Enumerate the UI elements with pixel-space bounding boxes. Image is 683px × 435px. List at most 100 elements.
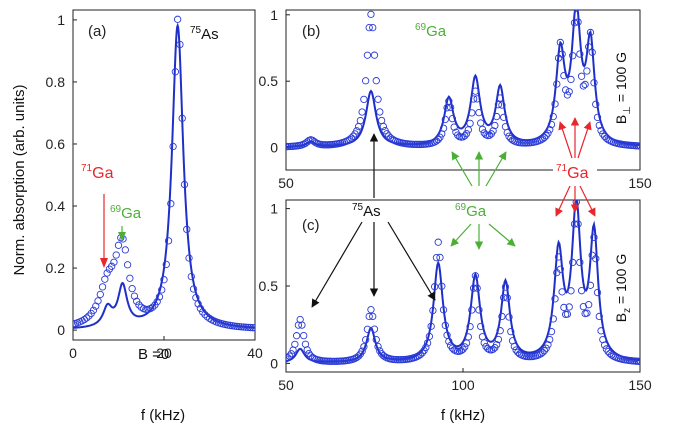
- panel-a-data-point-28: [133, 297, 141, 305]
- panel-b-data-point-51: [372, 77, 380, 85]
- panel-c-data-point-168: [579, 302, 588, 311]
- panel-b-data-point-148: [544, 129, 552, 137]
- field-label-b-main: B: [613, 115, 629, 124]
- panel-c-data-point-148: [544, 341, 552, 349]
- panel-b-data-point-0: [286, 143, 290, 151]
- panel-c-data-point-112: [480, 339, 488, 347]
- panel-a-data-point-45: [171, 68, 180, 76]
- panel-b-data-point-168: [579, 82, 588, 90]
- panel-c-data-point-143: [535, 351, 543, 359]
- panel-a-data-point-53: [189, 285, 198, 293]
- panel-b-data-point-106: [469, 95, 478, 103]
- panel-c-data-point-161: [567, 287, 575, 295]
- panel-c-data-point-45: [361, 336, 370, 344]
- panel-b-data-point-163: [570, 19, 579, 27]
- field-label-c-rest: = 100 G: [613, 254, 629, 308]
- panel-a-data-point-18: [110, 258, 118, 266]
- annotation-71ga-a-sup: 71: [81, 163, 93, 174]
- arrow-69ga-b-right: [485, 151, 507, 187]
- panel-b-data-point-90: [441, 115, 449, 124]
- panel-c-data-point-111: [478, 333, 487, 341]
- panel-c-ytick-label-0: 0: [270, 355, 278, 371]
- arrow-71ga-c-left: [555, 185, 571, 217]
- panel-a-label: (a): [88, 23, 106, 40]
- panel-c-data-point-104: [466, 322, 474, 331]
- panel-b-data-point-53: [376, 108, 384, 116]
- panel-b-ytick-label-1: 0.5: [259, 73, 279, 89]
- panel-c-data-point-159: [563, 310, 572, 318]
- panel-c-data-point-87: [436, 253, 444, 262]
- annotation-71ga-a: 71Ga: [81, 163, 114, 182]
- panel-b-data-point-111: [478, 125, 487, 133]
- panel-b-xtick-label-0: 50: [278, 175, 294, 191]
- panel-b-data-point-169: [581, 80, 589, 89]
- panel-c-data-point-157: [560, 303, 568, 312]
- panel-b-data-point-155: [556, 38, 564, 47]
- panel-c-data-point-163: [570, 220, 579, 228]
- panel-c-data-point-95: [450, 346, 458, 354]
- panel-c-xtick-label-2: 150: [628, 377, 652, 393]
- panel-a-data-point-26: [128, 284, 136, 293]
- panel-b-fit-line: [286, 10, 640, 148]
- panel-c-data-point-92: [445, 337, 453, 346]
- panel-a-data-point-75: [239, 323, 248, 331]
- field-label-b-rest: = 100 G: [613, 52, 629, 106]
- panel-b-data-point-120: [494, 101, 503, 109]
- panel-b-data-point-174: [590, 79, 598, 87]
- panel-c-data-point-103: [464, 333, 472, 341]
- field-label-c-main: B: [613, 313, 629, 322]
- panel-c-data-point-114: [484, 345, 492, 353]
- panel-a-data-point-58: [201, 310, 209, 319]
- panel-c-data-point-178: [597, 327, 605, 335]
- panel-a-data-point-79: [249, 324, 255, 332]
- panel-a-data-point-24: [123, 261, 132, 269]
- panel-b-data-point-157: [560, 71, 568, 80]
- panel-b-data-point-125: [503, 128, 511, 137]
- panel-b-data-point-177: [595, 121, 603, 130]
- panel-b-data-point-162: [569, 52, 577, 60]
- panel-c-data-point-49: [369, 312, 377, 321]
- panel-b-data-point-149: [546, 126, 554, 134]
- panel-a-data-point-73: [235, 322, 243, 331]
- panel-b-data-point-171: [585, 43, 593, 51]
- annotation-69ga-a-sup: 69: [110, 204, 122, 215]
- arrow-75as-c-left: [311, 221, 363, 308]
- panel-a-data-point-46: [173, 15, 182, 23]
- panel-c-data-point-9: [298, 321, 306, 329]
- panel-b-data-point-119: [492, 112, 501, 121]
- panel-a-data-point-49: [180, 180, 189, 189]
- annotation-75as-c-text: As: [363, 203, 381, 220]
- panel-c-data-point-110: [477, 322, 485, 331]
- arrowhead-69ga-a: [118, 232, 126, 241]
- panel-b-data-point-40: [353, 127, 361, 135]
- panel-b-data-point-153: [553, 80, 561, 88]
- annotation-69ga-c-text: Ga: [466, 203, 487, 220]
- panel-a-data-point-9: [89, 306, 98, 314]
- panel-c-data-point-81: [425, 332, 434, 341]
- panel-b-data-point-178: [597, 126, 605, 135]
- annotation-75as-a-text: As: [201, 26, 219, 43]
- panel-c-data-point-100: [459, 345, 467, 353]
- panel-c-data-point-46: [363, 325, 372, 333]
- annotation-71ga-c-text: Ga: [567, 165, 588, 182]
- panel-b-data-point-172: [586, 28, 595, 37]
- panel-c-data-point-105: [468, 306, 476, 314]
- panel-c-data-point-155: [556, 265, 564, 273]
- arrow-69ga-b-left: [451, 151, 473, 187]
- panel-c-data-point-156: [558, 288, 566, 296]
- panel-b-data-point-161: [567, 75, 575, 84]
- panel-a-data-point-52: [187, 272, 195, 281]
- arrow-71ga-b-right: [577, 121, 592, 159]
- panel-c-data-point-43: [358, 347, 366, 355]
- panel-a-data-point-50: [183, 225, 191, 234]
- panel-a-data-point-74: [237, 323, 246, 331]
- panel-b-data-point-48: [367, 10, 375, 19]
- panel-c-data-point-41: [354, 352, 363, 360]
- panel-c-data-point-149: [546, 335, 554, 344]
- panel-c-data-point-101: [461, 343, 469, 351]
- panel-b-data-point-173: [588, 48, 596, 56]
- panel-c-data-point-82: [427, 322, 435, 330]
- annotation-69ga-a: 69Ga: [110, 204, 142, 222]
- annotation-75as-a-sup: 75: [190, 25, 202, 36]
